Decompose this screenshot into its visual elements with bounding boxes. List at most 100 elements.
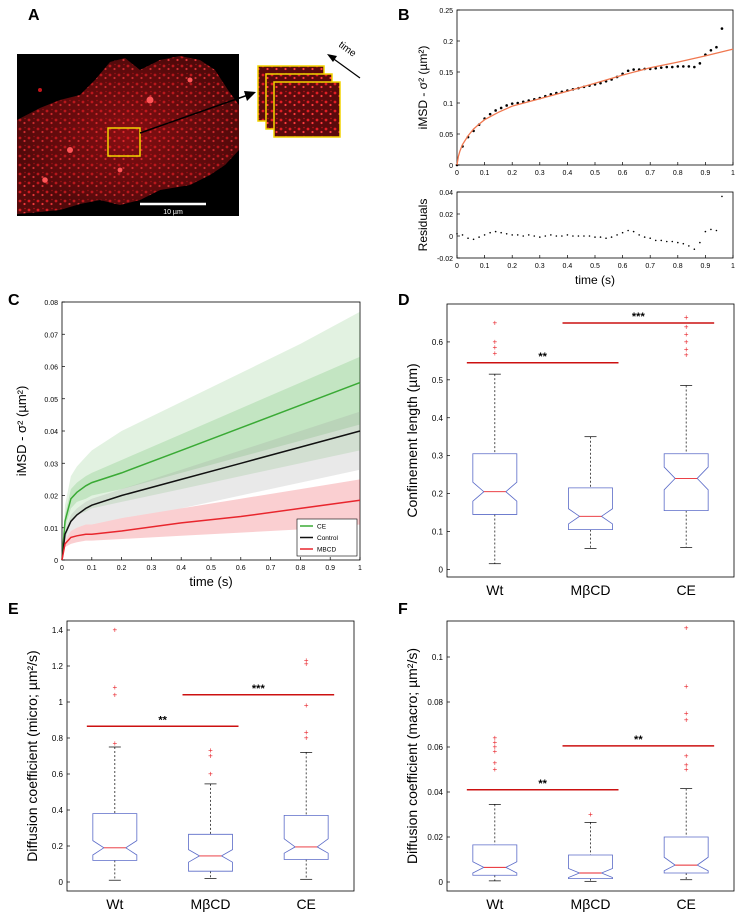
plot-frame — [456, 191, 734, 259]
notched-box — [472, 453, 518, 515]
notched-box — [283, 815, 329, 860]
category-label: MβCD — [191, 896, 231, 912]
time-arrow — [330, 56, 361, 79]
residual-point — [638, 234, 640, 236]
x-tick-label: 0.8 — [673, 170, 683, 177]
outlier-marker: + — [684, 313, 689, 322]
residual-point — [544, 235, 547, 237]
x-tick-label: 0 — [455, 170, 459, 177]
outlier-marker: + — [112, 739, 117, 748]
y-tick-label: 0.02 — [44, 494, 58, 501]
residual-point — [632, 230, 635, 233]
x-tick-label: 0.8 — [673, 263, 683, 270]
x-tick-label: 0.7 — [645, 263, 655, 270]
y-tick-label: 0.8 — [52, 734, 64, 743]
residual-point — [616, 234, 618, 236]
y-tick-label: 0 — [54, 558, 58, 565]
residual-point — [572, 235, 574, 237]
significance-stars: *** — [632, 311, 646, 323]
residual-point — [494, 230, 497, 233]
series-line — [61, 430, 361, 561]
y-tick-label: 0.08 — [427, 698, 443, 707]
residual-point — [505, 233, 508, 235]
residual-point — [677, 241, 679, 244]
x-tick-label: 0.1 — [480, 263, 490, 270]
data-point — [505, 104, 508, 107]
x-tick-label: 0.5 — [590, 263, 600, 270]
plot-frame — [446, 303, 735, 578]
residual-point — [627, 229, 629, 232]
outlier-marker: + — [684, 682, 689, 691]
notched-box — [568, 854, 613, 880]
y-tick-label: 0.06 — [427, 743, 443, 752]
y-tick-label: 0.6 — [52, 770, 64, 779]
y-tick-label: -0.02 — [437, 256, 453, 263]
y-tick-label: 0.2 — [443, 39, 453, 46]
outlier-marker: + — [492, 758, 497, 767]
outlier-marker: + — [684, 345, 689, 354]
outlier-marker: + — [492, 734, 497, 743]
y-tick-label: 0.2 — [432, 490, 444, 499]
plot-frame — [66, 620, 355, 892]
residual-point — [643, 236, 646, 238]
data-point — [670, 65, 674, 69]
time-arrowhead — [327, 54, 337, 62]
y-tick-label: 0 — [449, 234, 453, 241]
y-tick-label: 0.6 — [432, 338, 444, 347]
data-point — [488, 112, 492, 116]
y-tick-label: 0.04 — [427, 788, 443, 797]
y-tick-label: 0.25 — [439, 8, 453, 15]
outlier-marker: + — [684, 351, 689, 360]
panel-label-C: C — [8, 292, 20, 309]
legend-label: Control — [317, 535, 339, 542]
residual-point — [721, 195, 723, 198]
legend-label: MBCD — [317, 547, 336, 554]
residual-point — [682, 242, 685, 245]
outlier-marker: + — [304, 728, 309, 737]
scale-bar-label: 10 µm — [163, 209, 183, 216]
x-tick-label: 0.7 — [266, 565, 276, 572]
x-axis-label: time (s) — [575, 273, 615, 287]
outlier-marker: + — [112, 626, 117, 635]
chart-c-imsd-curves: 0 0.1 0.2 0.3 0.4 0.5 0.6 0.7 0.8 0.9 1 0 0.01 0.02 0.… — [14, 300, 362, 589]
x-tick-label: 0 — [60, 565, 64, 572]
data-point — [682, 65, 685, 68]
data-point — [665, 65, 669, 69]
residual-point — [472, 238, 475, 241]
residual-point — [539, 236, 541, 238]
x-tick-label: 1 — [731, 263, 735, 270]
confidence-band — [62, 411, 360, 560]
x-tick-label: 0 — [455, 263, 459, 270]
series-line — [61, 381, 361, 561]
data-point — [516, 101, 520, 105]
outlier-marker: + — [684, 716, 689, 725]
residual-point — [483, 234, 486, 236]
y-tick-label: 1 — [59, 698, 64, 707]
residual-point — [588, 235, 591, 237]
outlier-marker: + — [304, 656, 309, 665]
y-tick-label: 0.06 — [44, 365, 58, 372]
data-point — [626, 69, 630, 73]
outlier-marker: + — [492, 318, 497, 327]
x-tick-label: 0.4 — [176, 565, 186, 572]
y-tick-label: 0.4 — [52, 806, 64, 815]
confidence-band-inner — [62, 356, 360, 560]
y-tick-label: 0.5 — [432, 376, 444, 385]
y-tick-label: 0.01 — [44, 526, 58, 533]
series-line — [61, 499, 361, 561]
legend-label: CE — [317, 524, 327, 531]
outlier-marker: + — [684, 322, 689, 331]
chart-f-diffusion-macro: 0 0.02 0.04 0.06 0.08 0.1 Diffusion coefficien… — [404, 620, 735, 912]
y-tick-label: 0 — [439, 565, 444, 574]
y-tick-label: 0.07 — [44, 332, 58, 339]
residual-point — [715, 229, 718, 232]
residual-point — [710, 228, 712, 231]
outlier-marker: + — [684, 752, 689, 761]
residual-point — [561, 235, 563, 237]
outlier-marker: + — [684, 761, 689, 770]
residual-point — [649, 237, 651, 239]
x-tick-label: 0.9 — [701, 170, 711, 177]
data-point — [632, 68, 635, 71]
y-tick-label: 0.15 — [439, 70, 453, 77]
significance-stars: ** — [158, 714, 167, 726]
